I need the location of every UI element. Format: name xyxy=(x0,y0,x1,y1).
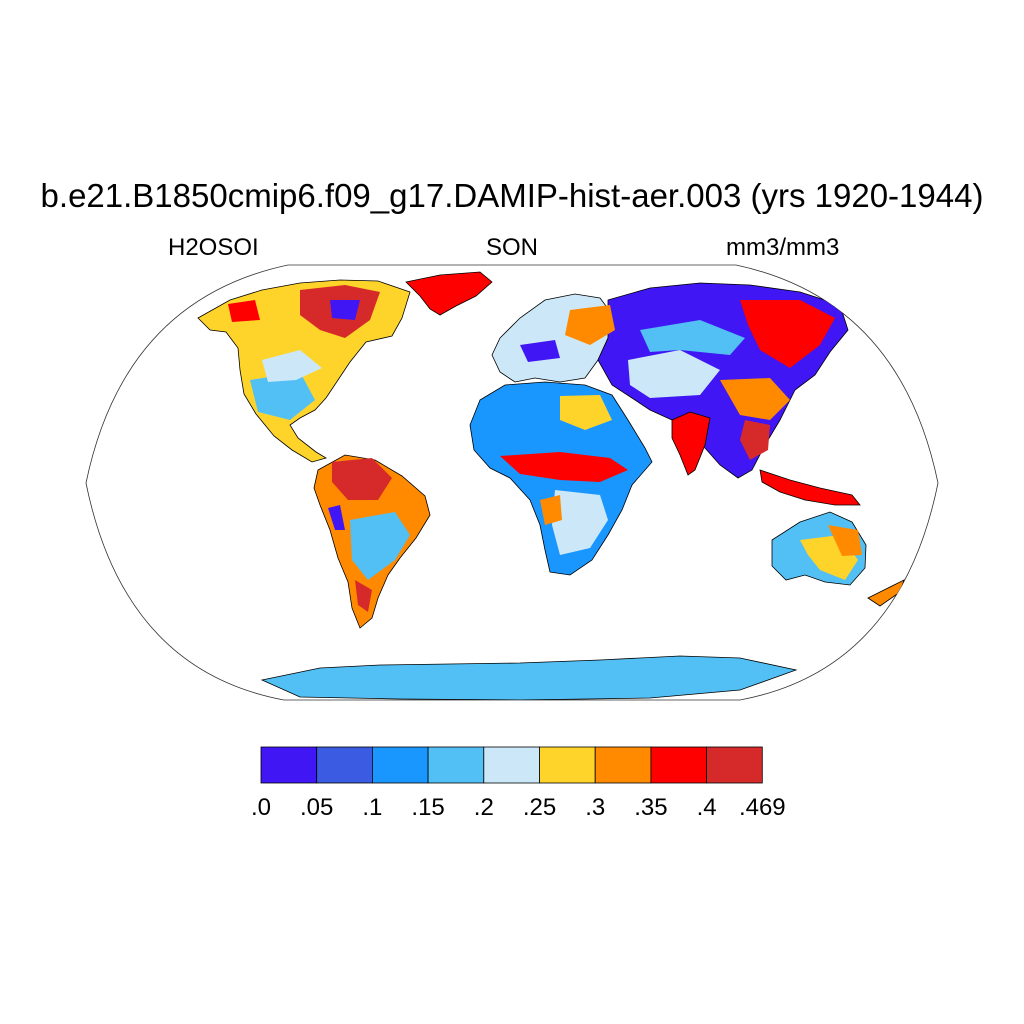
variable-label: H2OSOI xyxy=(168,234,259,261)
maritime-continent-landmass xyxy=(759,469,861,506)
colorbar-box-0 xyxy=(260,746,318,784)
colorbar-tick-label: .1 xyxy=(362,794,382,821)
india-landmass xyxy=(671,411,711,476)
colorbar-tick-label: .05 xyxy=(300,794,333,821)
colorbar-tick-label: .25 xyxy=(523,794,556,821)
colorbar-box-1 xyxy=(316,746,373,784)
colorbar-box-4 xyxy=(483,746,540,784)
units-label: mm3/mm3 xyxy=(726,234,840,261)
map-title: b.e21.B1850cmip6.f09_g17.DAMIP-hist-aer.… xyxy=(40,177,984,214)
greenland-landmass xyxy=(405,271,493,316)
colorbar-box-6 xyxy=(594,746,652,784)
colorbar-box-7 xyxy=(650,746,708,784)
season-label: SON xyxy=(485,234,538,261)
colorbar-box-3 xyxy=(427,746,485,784)
antarctica-landmass xyxy=(260,655,798,700)
colorbar-tick-label: .3 xyxy=(585,794,605,821)
colorbar-tick-label: .2 xyxy=(474,794,494,821)
colorbar-tick-label: .469 xyxy=(739,794,786,821)
colorbar-box-2 xyxy=(371,746,429,784)
colorbar-box-8 xyxy=(706,746,763,784)
colorbar-tick-label: .35 xyxy=(634,794,667,821)
field-patches xyxy=(228,285,862,612)
colorbar-tick-label: .0 xyxy=(251,794,271,821)
colorbar-box-5 xyxy=(539,746,596,784)
colorbar-tick-label: .4 xyxy=(697,794,717,821)
colorbar-tick-label: .15 xyxy=(411,794,444,821)
